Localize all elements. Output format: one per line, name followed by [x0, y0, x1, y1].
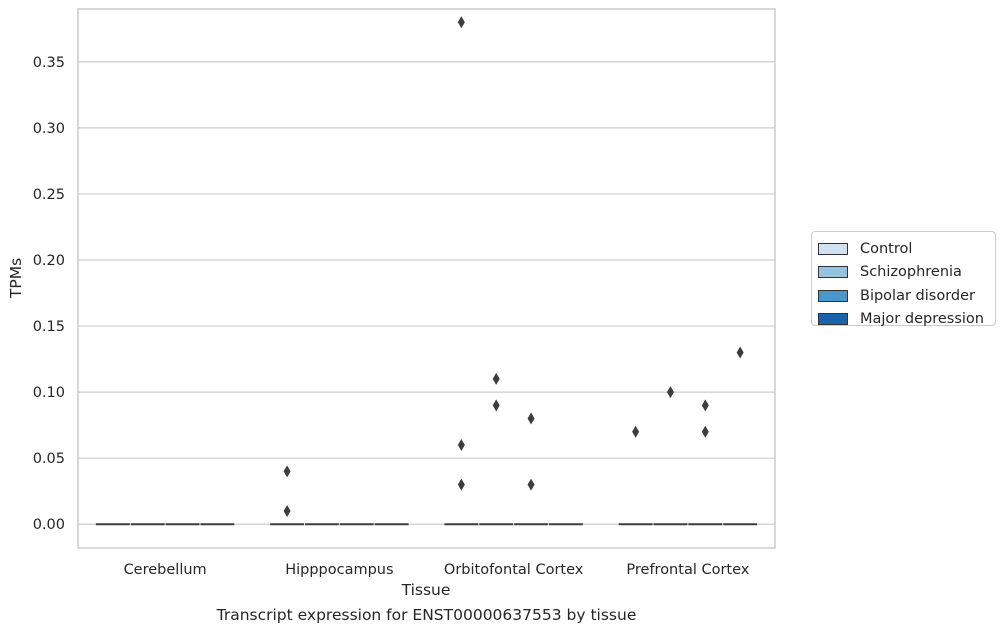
legend-label: Control	[860, 240, 913, 257]
x-tick-label: Prefrontal Cortex	[626, 562, 749, 578]
y-tick-labels: 0.00 0.05 0.10 0.15 0.20 0.25 0.30 0.35	[33, 55, 65, 533]
y-tick-label: 0.05	[33, 451, 65, 467]
y-tick-label: 0.00	[33, 517, 65, 533]
y-tick-label: 0.30	[33, 121, 65, 137]
x-tick-labels: Cerebellum Hipppocampus Orbitofontal Corte…	[124, 562, 750, 578]
y-tick-label: 0.10	[33, 385, 65, 401]
x-tick-label: Hipppocampus	[285, 562, 393, 578]
outlier-point	[492, 399, 500, 412]
outlier-point	[457, 438, 465, 451]
plot-frame	[77, 8, 776, 549]
legend-swatch	[818, 289, 848, 302]
outlier-point	[666, 386, 674, 399]
y-tick-label: 0.35	[33, 55, 65, 71]
y-tick-label: 0.15	[33, 319, 65, 335]
outlier-point	[701, 399, 709, 412]
outlier-point	[736, 346, 744, 359]
legend-item: Control	[818, 237, 995, 261]
outlier-point	[283, 505, 291, 518]
y-tick-label: 0.20	[33, 253, 65, 269]
outlier-point	[701, 425, 709, 438]
y-axis-label: TPMs	[7, 258, 25, 299]
outlier-point	[457, 478, 465, 491]
legend-label: Schizophrenia	[860, 264, 962, 281]
chart-caption: Transcript expression for ENST0000063755…	[216, 606, 637, 624]
x-axis-label: Tissue	[401, 581, 451, 599]
y-gridlines	[78, 61, 775, 525]
y-tick-label: 0.25	[33, 187, 65, 203]
legend-item: Bipolar disorder	[818, 284, 995, 308]
legend-swatch	[818, 242, 848, 255]
legend-swatch	[818, 266, 848, 279]
legend-label: Major depression	[860, 311, 984, 328]
legend-label: Bipolar disorder	[860, 287, 975, 304]
outlier-point	[527, 478, 535, 491]
legend-swatch	[818, 313, 848, 326]
legend: Control Schizophrenia Bipolar disorder Majo…	[811, 231, 996, 327]
x-tick-label: Orbitofontal Cortex	[444, 562, 584, 578]
outlier-point	[457, 16, 465, 29]
outlier-point	[527, 412, 535, 425]
outlier-points	[283, 16, 744, 518]
legend-item: Major depression	[818, 308, 995, 332]
outlier-point	[283, 465, 291, 478]
legend-item: Schizophrenia	[818, 261, 995, 285]
outlier-point	[492, 372, 500, 385]
x-tick-label: Cerebellum	[124, 562, 207, 578]
outlier-point	[632, 425, 640, 438]
